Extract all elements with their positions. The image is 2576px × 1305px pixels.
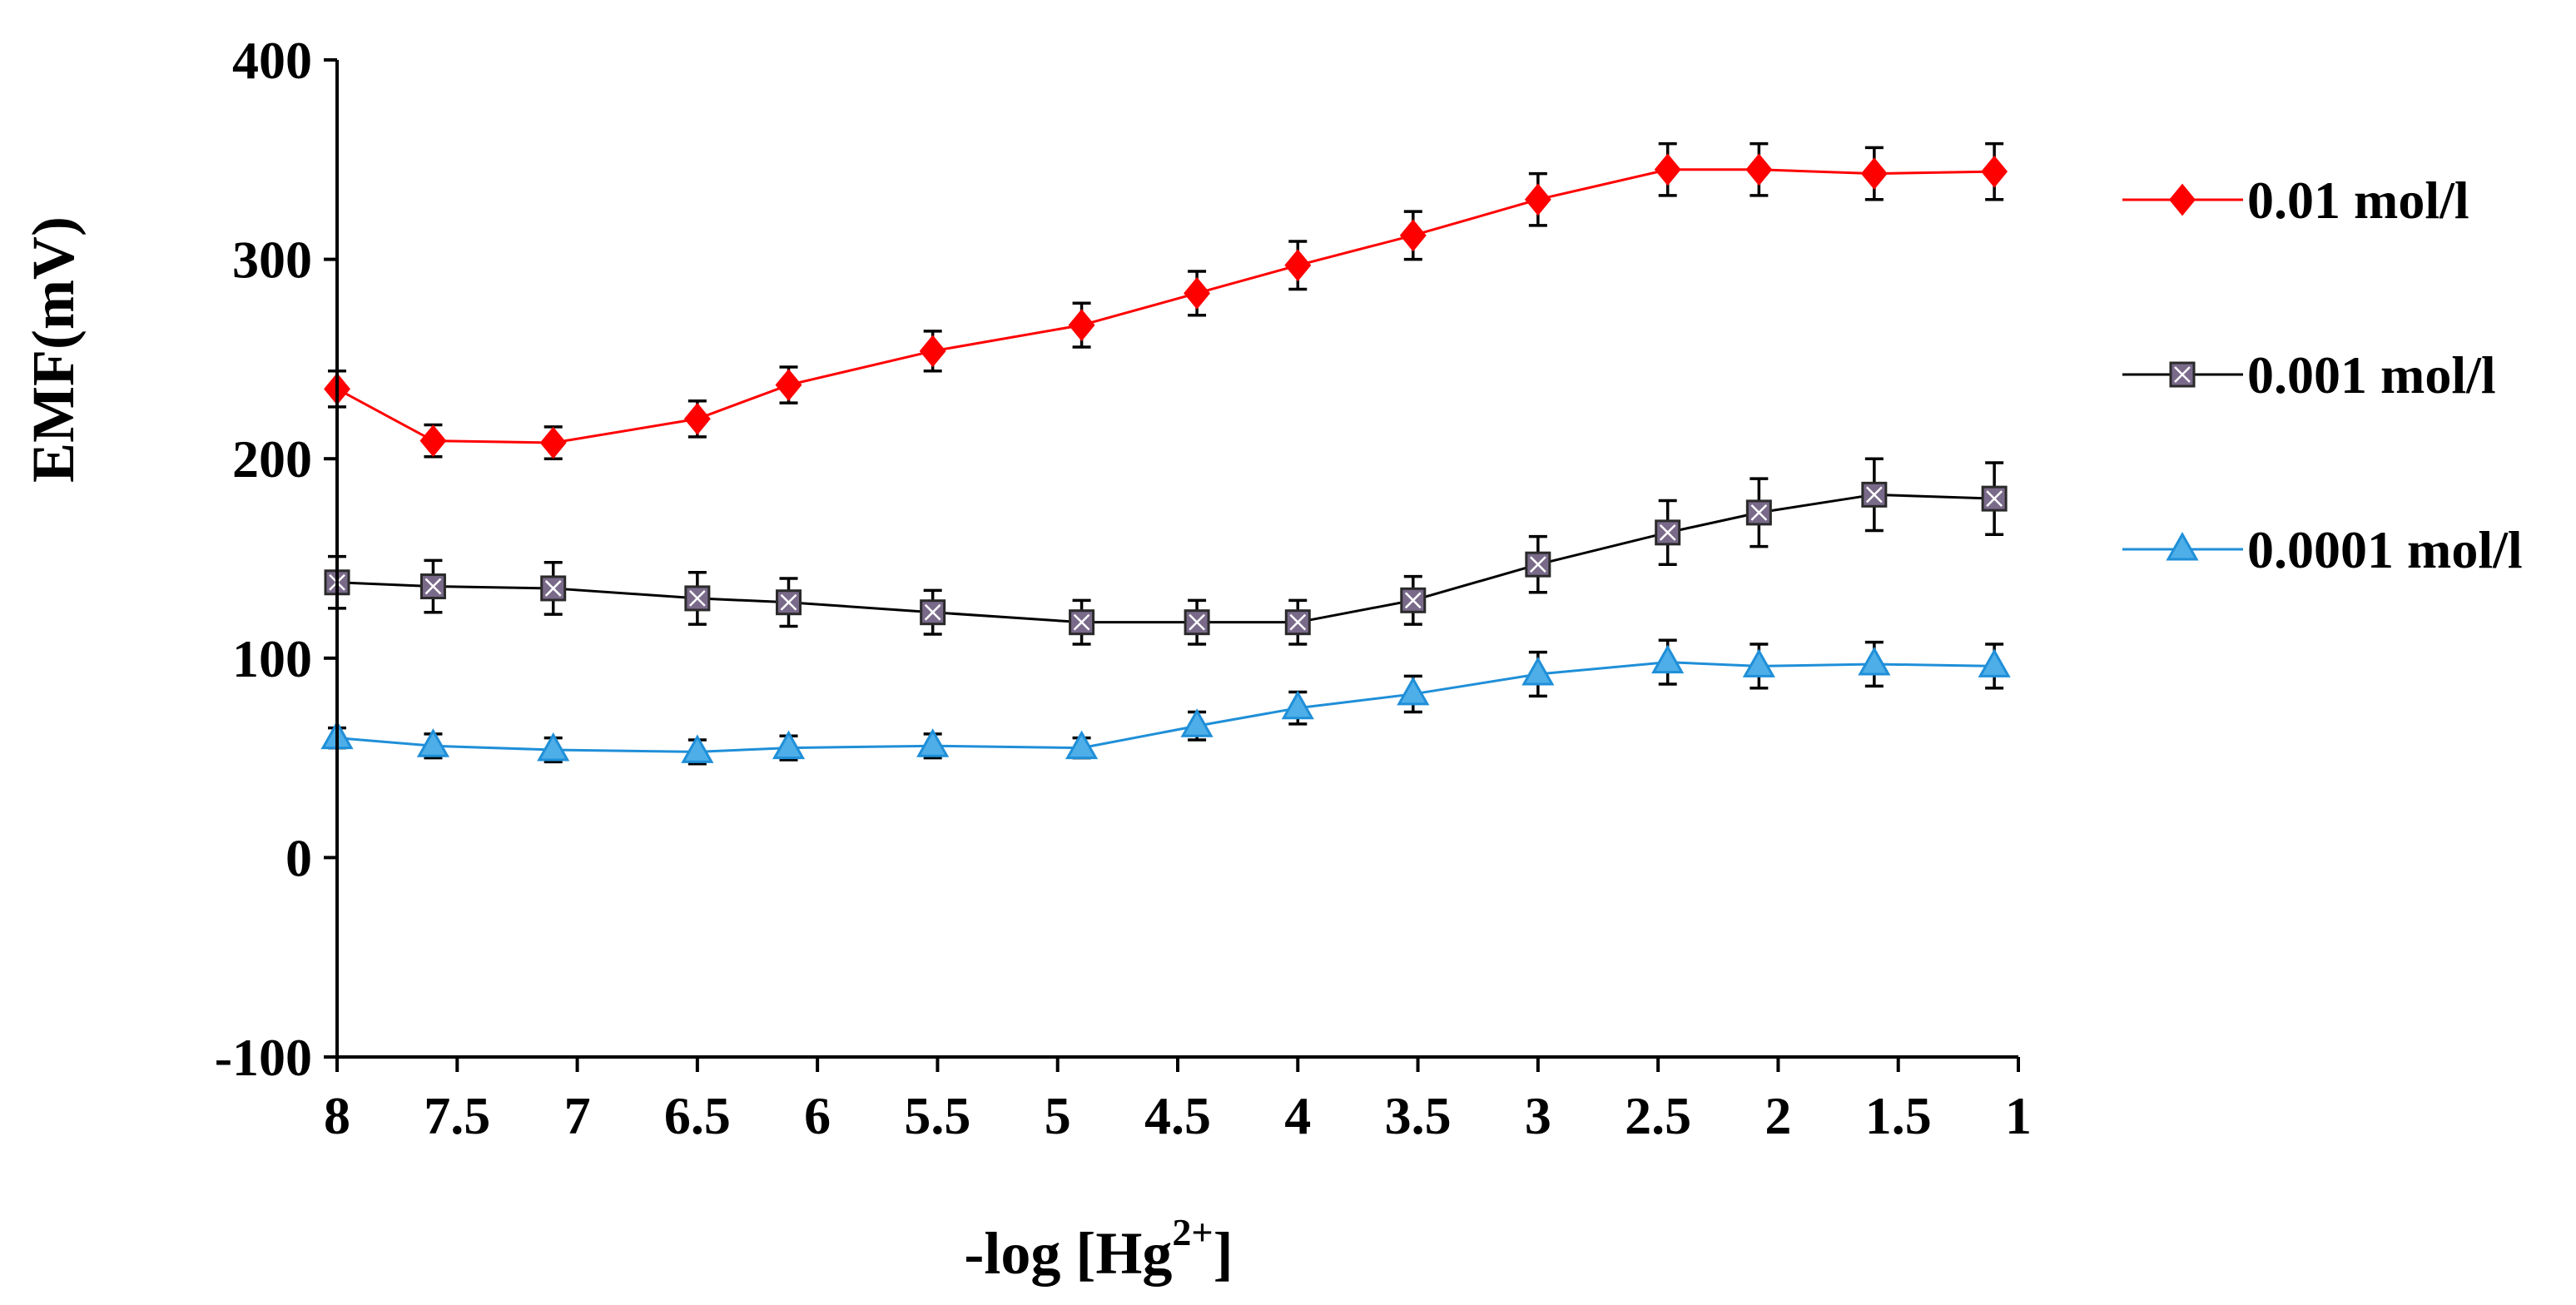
marker-x (544, 580, 562, 597)
marker-x (1986, 490, 2003, 508)
y-tick-label: -100 (215, 1028, 312, 1087)
marker-diamond (683, 402, 711, 435)
x-tick-label: 5 (1045, 1086, 1071, 1145)
x-tick-label: 8 (324, 1086, 350, 1145)
x-tick-label: 2 (1764, 1086, 1791, 1145)
marker-triangle (416, 728, 450, 757)
x-tick-label: 2.5 (1625, 1086, 1691, 1145)
marker-diamond (1399, 219, 1427, 252)
x-tick-label: 6 (804, 1086, 831, 1145)
marker-x (2174, 366, 2191, 383)
y-tick-label: 200 (232, 429, 312, 489)
series-1 (324, 141, 2008, 460)
x-tick-label: 1.5 (1865, 1086, 1932, 1145)
marker-diamond (1981, 155, 2008, 188)
marker-triangle (1651, 644, 1685, 674)
x-tick-label: 4.5 (1144, 1086, 1211, 1145)
marker-triangle (681, 734, 714, 763)
x-axis-title-superscript: 2+ (1172, 1211, 1213, 1253)
marker-diamond (1654, 153, 1681, 186)
x-axis-title: -log [Hg2+] (964, 1211, 1233, 1287)
legend-label: 0.0001 mol/l (2247, 520, 2523, 579)
x-tick-label: 7 (564, 1086, 591, 1145)
marker-triangle (772, 730, 806, 760)
marker-triangle (537, 732, 570, 762)
x-tick-label: 1 (2005, 1086, 2032, 1145)
y-axis-ticks: -100 0 100 200 300 400 (215, 31, 337, 1087)
marker-diamond (775, 369, 802, 401)
marker-diamond (1284, 249, 1312, 282)
marker-triangle (1065, 730, 1099, 760)
x-tick-label: 5.5 (904, 1086, 970, 1145)
marker-diamond (1184, 276, 1211, 310)
marker-square (1069, 609, 1095, 636)
marker-triangle (1978, 648, 2011, 677)
marker-diamond (1860, 157, 1888, 190)
marker-x (1865, 486, 1883, 504)
x-tick-label: 3.5 (1385, 1086, 1452, 1145)
marker-triangle (1858, 646, 1891, 676)
legend-item: 0.01 mol/l (2122, 171, 2469, 230)
marker-x (688, 590, 706, 607)
legend-item: 0.001 mol/l (2122, 345, 2496, 404)
marker-x (1404, 592, 1422, 609)
marker-triangle (1397, 676, 1430, 706)
plot-area (320, 141, 2011, 766)
marker-triangle (1521, 656, 1555, 686)
marker-x (1073, 613, 1090, 631)
x-tick-label: 7.5 (424, 1086, 490, 1145)
marker-triangle (2166, 531, 2199, 561)
marker-diamond (539, 426, 567, 459)
marker-x (1189, 613, 1205, 631)
y-tick-label: 100 (232, 629, 312, 688)
x-axis-title-prefix: -log [Hg (964, 1220, 1172, 1287)
x-tick-label: 3 (1525, 1086, 1551, 1145)
marker-square (540, 575, 567, 602)
legend: 0.01 mol/l 0.001 mol/l 0.0001 mol/l (2122, 171, 2523, 579)
marker-triangle (1180, 708, 1214, 737)
marker-triangle (1742, 648, 1775, 677)
marker-diamond (919, 335, 946, 368)
marker-x (1289, 613, 1307, 631)
marker-diamond (1068, 309, 1095, 342)
marker-diamond (1524, 183, 1551, 216)
marker-x (1750, 504, 1768, 521)
x-tick-label: 4 (1284, 1086, 1311, 1145)
marker-x (1659, 523, 1676, 541)
legend-item: 0.0001 mol/l (2122, 520, 2523, 579)
marker-triangle (1281, 690, 1314, 720)
series-line (336, 493, 1995, 624)
x-axis-title-suffix: ] (1214, 1220, 1233, 1287)
legend-label: 0.01 mol/l (2247, 171, 2469, 230)
marker-diamond (419, 424, 447, 457)
y-tick-label: 300 (232, 231, 312, 290)
x-tick-label: 6.5 (664, 1086, 731, 1145)
series-2 (324, 457, 2008, 646)
marker-triangle (916, 728, 950, 757)
series-line (336, 168, 1995, 444)
y-tick-label: 0 (285, 828, 312, 887)
marker-x (924, 603, 941, 621)
marker-x (1529, 556, 1546, 573)
marker-diamond (1745, 153, 1773, 186)
y-axis-title: EMF(mV) (20, 216, 87, 483)
marker-diamond (2169, 183, 2196, 216)
marker-x (780, 593, 797, 611)
series-3 (320, 638, 2011, 766)
y-tick-label: 400 (232, 31, 312, 90)
x-axis-ticks: 8 7.5 7 6.5 6 5.5 5 4.5 4 3.5 3 2.5 2 1.5 1 (324, 1057, 2032, 1145)
legend-label: 0.001 mol/l (2247, 345, 2496, 404)
marker-x (424, 578, 442, 595)
marker-square (1981, 485, 2008, 512)
